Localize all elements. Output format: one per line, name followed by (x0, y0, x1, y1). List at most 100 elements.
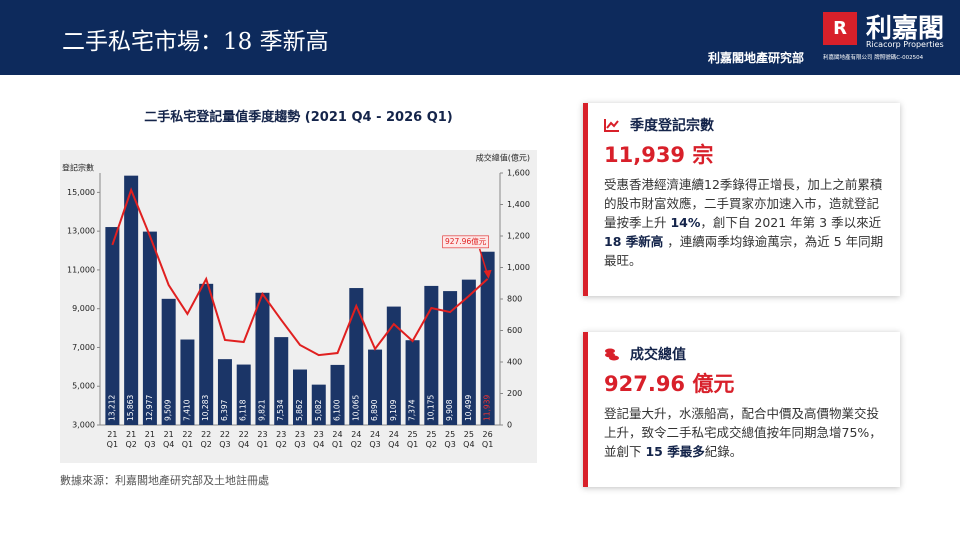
highlight: 14% (670, 215, 701, 230)
y-tick-label: 11,000 (67, 265, 95, 274)
highlight: 18 季新高 (604, 234, 664, 249)
source-note: 數據來源：利嘉閣地產研究部及土地註冊處 (60, 474, 269, 487)
text: ，創下自 2021 年第 3 季以來近 (700, 215, 882, 230)
bar (405, 340, 420, 425)
bar (424, 285, 439, 425)
card-value: 927.96 億元 (604, 372, 735, 396)
y-tick-label: 15,000 (67, 188, 95, 197)
bar (105, 227, 120, 425)
value-label: 9,109 (389, 399, 398, 421)
x-tick-label: 22 Q4 (238, 430, 250, 449)
y2-tick-label: 1,400 (507, 200, 530, 209)
annotation-arrow (478, 248, 489, 276)
header-bar (0, 0, 960, 75)
chart-title: 二手私宅登記量值季度趨勢 (2021 Q4 - 2026 Q1) (144, 110, 453, 125)
value-label: 9,509 (164, 399, 173, 421)
y2-tick-label: 800 (507, 295, 522, 304)
x-tick-label: 21 Q2 (125, 430, 137, 449)
y-tick-label: 7,000 (72, 343, 95, 352)
card-body: 受惠香港經濟連續12季錄得正增長，加上之前累積的股市財富效應，二手買家亦加速入市… (604, 175, 886, 270)
card-body: 登記量大升，水漲船高，配合中價及高價物業交投上升，致令二手私宅成交總值按年同期急… (604, 404, 886, 461)
value-label: 10,283 (201, 395, 210, 421)
y2-tick-label: 1,000 (507, 263, 530, 272)
value-label: 7,374 (408, 399, 417, 421)
bar (311, 384, 326, 425)
value-label: 12,977 (145, 395, 154, 421)
x-tick-label: 25 Q2 (425, 430, 438, 449)
y-tick-label: 5,000 (72, 382, 95, 391)
y-tick-label: 9,000 (72, 304, 95, 313)
y2-tick-label: 0 (507, 421, 512, 430)
x-tick-label: 24 Q1 (331, 430, 344, 449)
value-label: 7,534 (276, 399, 285, 421)
x-tick-label: 23 Q2 (275, 430, 287, 449)
bar (124, 175, 139, 425)
value-label: 10,499 (464, 395, 473, 421)
arrow-head (483, 269, 492, 279)
y2-tick-label: 1,200 (507, 232, 530, 241)
x-tick-label: 22 Q3 (219, 430, 231, 449)
x-tick-label: 25 Q4 (463, 430, 475, 449)
card-value: 11,939 宗 (604, 143, 714, 167)
line (111, 187, 489, 357)
y2-tick-label: 600 (507, 326, 522, 335)
card: 季度登記宗數 11,939 宗 受惠香港經濟連續12季錄得正增長，加上之前累積的… (583, 103, 900, 296)
text: 登記量大升，水漲船高，配合中價及高價物業交投上升，致令二手私宅成交總值按年同期急… (604, 406, 882, 459)
bar (180, 339, 195, 425)
logo-subtitle: Ricacorp Properties (866, 40, 944, 49)
bar (199, 283, 214, 425)
x-tick-label: 21 Q1 (106, 430, 119, 449)
x-tick-label: 24 Q2 (350, 430, 362, 449)
x-tick-label: 22 Q2 (200, 430, 212, 449)
bar (330, 364, 345, 425)
value-label: 9,821 (257, 399, 266, 421)
bar (236, 364, 251, 425)
bar (217, 359, 232, 425)
slide-title: 二手私宅市場：18 季新高 (62, 29, 329, 55)
value-label: 7,410 (182, 399, 191, 421)
text: 紀錄。 (704, 444, 743, 459)
bar (161, 298, 176, 425)
x-tick-label: 23 Q4 (313, 430, 325, 449)
text: ，連續兩季均錄逾萬宗，為近 5 年同期最旺。 (604, 234, 884, 268)
value-label: 6,118 (239, 399, 248, 421)
card-header: 季度登記宗數 (604, 115, 886, 135)
value-label: 15,863 (126, 395, 135, 421)
license: 利嘉閣地產有限公司 牌照號碼C-002504 (823, 55, 924, 61)
annotation-box (442, 235, 489, 249)
bar (386, 306, 401, 425)
bar (293, 369, 307, 425)
bar (443, 291, 458, 425)
value-label: 10,065 (351, 395, 360, 421)
value-label: 6,397 (220, 399, 229, 421)
x-tick-label: 24 Q4 (388, 430, 400, 449)
value-label: 13,212 (107, 395, 116, 421)
x-tick-label: 23 Q3 (294, 430, 306, 449)
highlight: 15 季最多 (645, 444, 705, 459)
bar (461, 279, 476, 425)
bar (255, 292, 270, 425)
x-tick-label: 24 Q3 (369, 430, 381, 449)
y-tick-label: 13,000 (67, 227, 95, 236)
card-header: 成交總值 (604, 344, 886, 364)
logo-name: 利嘉閣 (866, 14, 945, 44)
bar (274, 337, 289, 425)
card-title: 季度登記宗數 (630, 118, 714, 134)
value-label: 6,890 (370, 399, 379, 421)
y2-tick-label: 1,600 (507, 169, 530, 178)
y-tick-label: 3,000 (72, 421, 95, 430)
annotation: 927.96億元 (445, 236, 487, 246)
icon (605, 348, 619, 361)
bar (480, 251, 495, 425)
value-label: 5,082 (314, 399, 323, 421)
bar (142, 231, 157, 425)
x-tick-label: 25 Q3 (444, 430, 456, 449)
y2-tick-label: 400 (507, 358, 522, 367)
department: 利嘉閣地產研究部 (708, 51, 805, 65)
card-title: 成交總值 (630, 347, 686, 363)
bar (368, 349, 383, 425)
logo-mark: R (823, 12, 857, 45)
x-tick-label: 26 Q1 (481, 430, 494, 449)
